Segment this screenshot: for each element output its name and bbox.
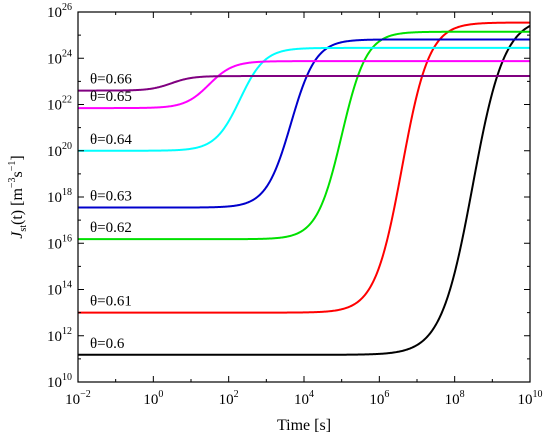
plot-frame [77,11,531,383]
series-label-2: θ=0.62 [90,220,132,236]
y-axis-label-mid: s [9,171,26,177]
series-line-1 [78,21,530,314]
y-tick-label-1: 1012 [47,326,72,345]
y-axis-label-exp1: −3 [7,177,18,188]
ticks [77,11,531,383]
y-axis-label-main: J [9,231,26,239]
y-tick-labels: 1010 1012 1014 1016 1018 1020 1022 1024 1026 [47,2,72,391]
y-tick-label-5: 1020 [47,141,72,160]
y-axis-label: Jst(t) [m−3s−1] [7,155,29,239]
x-axis-label: Time [s] [277,417,331,434]
x-tick-label-3: 104 [294,389,314,408]
y-axis-label-arg: (t) [m [9,188,26,225]
series-line-5 [78,60,530,110]
y-tick-label-8: 1026 [47,2,72,21]
series-label-1: θ=0.61 [90,294,132,310]
y-tick-label-3: 1016 [47,233,72,252]
y-tick-label-2: 1014 [47,280,72,299]
y-axis-label-sub: st [18,225,29,232]
y-tick-label-6: 1022 [47,95,72,114]
y-tick-label-0: 1010 [47,372,72,391]
curve-labels: θ=0.6 θ=0.61 θ=0.62 θ=0.63 θ=0.64 θ=0.65θ=0.6… [90,72,132,352]
series-label-6: θ=0.66 [90,72,132,88]
series-label-0: θ=0.6 [90,336,125,352]
x-tick-label-0: 10−2 [65,389,91,408]
y-axis-label-exp2: −1 [7,161,18,172]
series-line-0 [78,25,531,356]
series-line-4 [78,46,530,152]
y-tick-label-7: 1024 [47,48,72,67]
series-line-6 [78,75,530,92]
series-label-3: θ=0.63 [90,189,132,205]
x-tick-label-5: 108 [445,389,465,408]
x-tick-label-4: 106 [369,389,389,408]
x-tick-label-6: 1010 [518,389,543,408]
series-line-2 [78,30,530,241]
series-label-5: θ=0.65 [90,89,132,105]
x-tick-labels: 10−2 100 102 104 106 108 1010 [65,389,542,408]
x-tick-label-1: 100 [143,389,163,408]
x-tick-label-2: 102 [219,389,239,408]
y-tick-label-4: 1018 [47,187,72,206]
y-axis-label-end: ] [9,155,26,160]
series-line-3 [78,38,530,209]
curves [78,21,531,356]
series-label-4: θ=0.64 [90,132,132,148]
